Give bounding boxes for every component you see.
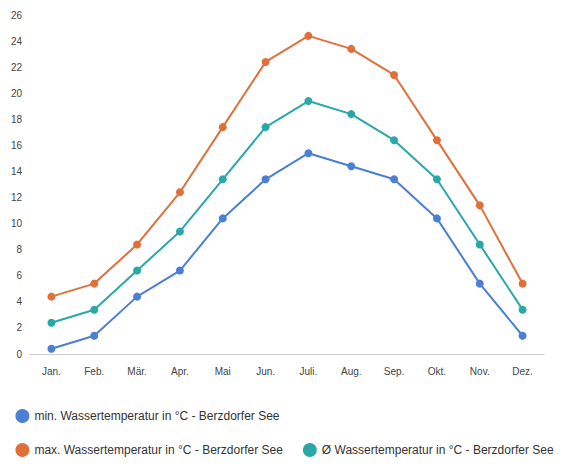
svg-text:Sep.: Sep.	[384, 366, 405, 377]
svg-text:Feb.: Feb.	[84, 366, 104, 377]
svg-text:Mär.: Mär.	[127, 366, 146, 377]
svg-text:min. Wassertemperatur in °C -: min. Wassertemperatur in °C - Berzdorfer…	[34, 409, 279, 423]
svg-text:10: 10	[11, 218, 23, 229]
svg-text:Jan.: Jan.	[42, 366, 61, 377]
svg-text:0: 0	[16, 349, 22, 360]
svg-text:4: 4	[16, 296, 22, 307]
svg-text:Jun.: Jun.	[256, 366, 275, 377]
svg-text:Apr.: Apr.	[171, 366, 189, 377]
svg-text:24: 24	[11, 36, 23, 47]
svg-text:Aug.: Aug.	[341, 366, 362, 377]
svg-text:26: 26	[11, 10, 23, 21]
svg-text:14: 14	[11, 166, 23, 177]
svg-text:Mai: Mai	[215, 366, 231, 377]
svg-text:16: 16	[11, 140, 23, 151]
svg-text:2: 2	[16, 322, 22, 333]
svg-text:18: 18	[11, 114, 23, 125]
svg-text:Dez.: Dez.	[512, 366, 533, 377]
svg-text:Ø Wassertemperatur in °C - Ber: Ø Wassertemperatur in °C - Berzdorfer Se…	[322, 443, 554, 457]
svg-text:Okt.: Okt.	[428, 366, 446, 377]
svg-text:12: 12	[11, 192, 23, 203]
svg-text:8: 8	[16, 244, 22, 255]
svg-text:6: 6	[16, 270, 22, 281]
svg-text:Nov.: Nov.	[470, 366, 490, 377]
svg-text:Juli.: Juli.	[300, 366, 318, 377]
svg-text:22: 22	[11, 62, 23, 73]
svg-text:max. Wassertemperatur in °C -: max. Wassertemperatur in °C - Berzdorfer…	[34, 443, 283, 457]
svg-text:20: 20	[11, 88, 23, 99]
